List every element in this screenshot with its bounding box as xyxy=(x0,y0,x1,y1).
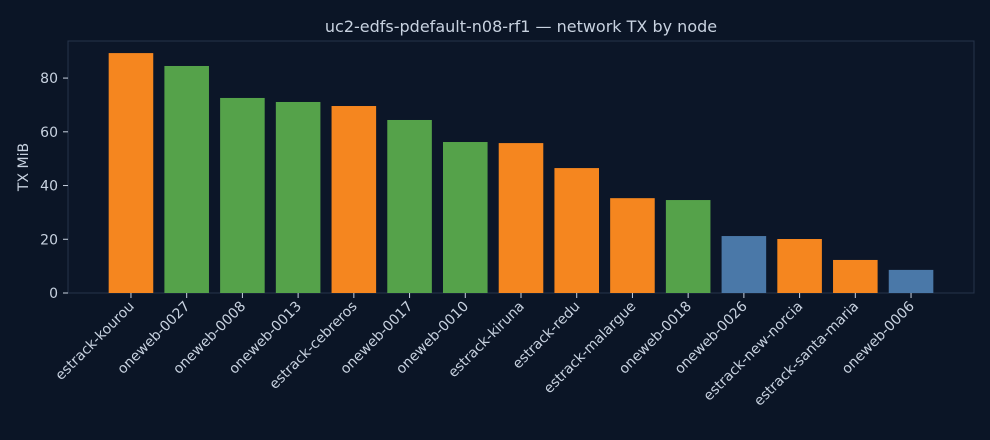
bar xyxy=(108,53,154,293)
bar xyxy=(554,168,600,293)
y-axis-label: TX MiB xyxy=(16,143,32,192)
bar xyxy=(220,97,265,293)
bar xyxy=(610,198,655,293)
bar xyxy=(331,106,377,293)
bar xyxy=(833,259,878,293)
chart-title: uc2-edfs-pdefault-n08-rf1 — network TX b… xyxy=(325,17,717,36)
bar xyxy=(777,239,822,293)
bar xyxy=(387,119,432,293)
bar xyxy=(498,143,544,293)
y-tick-label: 40 xyxy=(40,179,58,195)
y-tick-label: 20 xyxy=(40,232,58,248)
y-tick-label: 0 xyxy=(49,286,58,302)
bar xyxy=(442,142,488,293)
bar xyxy=(665,200,711,293)
bar xyxy=(164,65,209,293)
bar xyxy=(721,236,767,293)
y-tick-label: 80 xyxy=(40,71,58,87)
bar xyxy=(275,101,321,293)
bar xyxy=(888,269,934,293)
y-tick-label: 60 xyxy=(40,125,58,141)
